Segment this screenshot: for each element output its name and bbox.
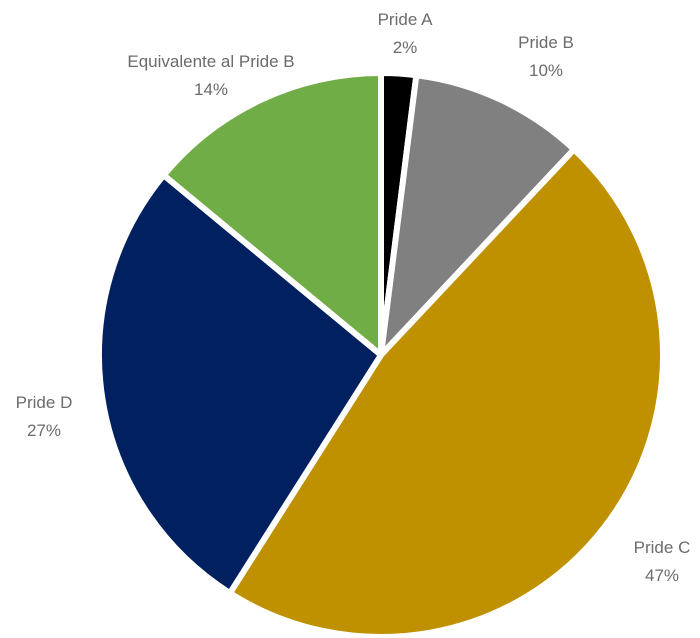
- data-label-name-pride-c: Pride C: [634, 538, 691, 557]
- data-label-name-pride-a: Pride A: [378, 10, 433, 29]
- data-label-value-pride-a: 2%: [393, 38, 418, 57]
- pie-slice-pride-c: [226, 146, 666, 638]
- data-label-name-pride-b: Pride B: [518, 33, 574, 52]
- data-label-value-pride-c: 47%: [645, 566, 679, 585]
- data-label-name-pride-d: Pride D: [16, 393, 73, 412]
- pie-slice-pride-b: [378, 72, 578, 358]
- pie-slice-equivalente-al-pride-b: [160, 70, 384, 358]
- data-label-value-pride-d: 27%: [27, 421, 61, 440]
- pie-slice-pride-d: [96, 172, 384, 597]
- data-label-value-equivalente-al-pride-b: 14%: [194, 80, 228, 99]
- data-label-name-equivalente-al-pride-b: Equivalente al Pride B: [127, 52, 294, 71]
- data-label-value-pride-b: 10%: [529, 61, 563, 80]
